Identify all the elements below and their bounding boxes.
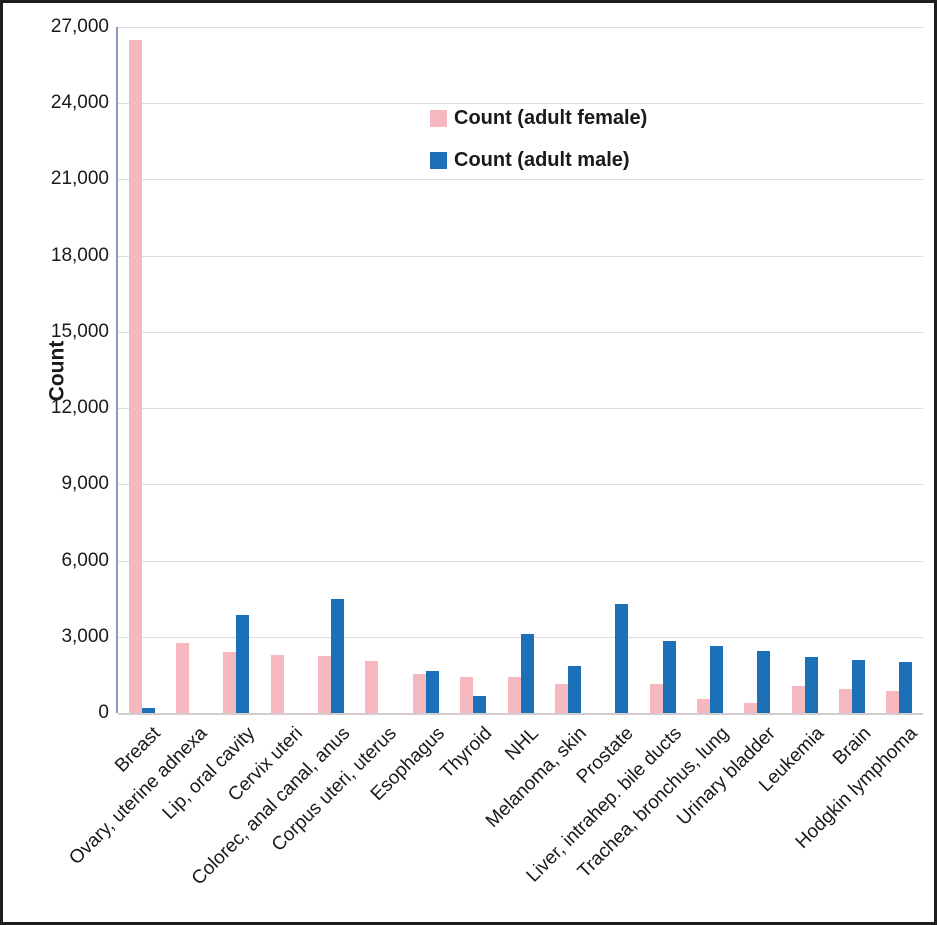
y-tick-label: 0 [98, 702, 109, 723]
bar-male [568, 666, 581, 713]
bar-chart: Count Count (adult female) Count (adult … [3, 3, 934, 922]
legend-label-male: Count (adult male) [454, 149, 630, 171]
legend: Count (adult female) Count (adult male) [430, 107, 647, 191]
y-tick-label: 21,000 [50, 168, 109, 189]
x-axis-label: Thyroid [436, 723, 496, 783]
x-axis-line [118, 713, 923, 715]
bar-male [331, 599, 344, 713]
legend-swatch-male [430, 152, 447, 169]
gridline [118, 484, 923, 485]
bar-female [129, 40, 142, 713]
y-tick-label: 6,000 [61, 550, 109, 571]
bar-female [413, 674, 426, 713]
bar-male [710, 646, 723, 713]
gridline [118, 256, 923, 257]
bar-female [318, 656, 331, 713]
legend-item-male: Count (adult male) [430, 149, 647, 172]
gridline [118, 103, 923, 104]
y-tick-label: 9,000 [61, 473, 109, 494]
bar-male [615, 604, 628, 713]
legend-label-female: Count (adult female) [454, 107, 648, 129]
bar-male [899, 662, 912, 713]
legend-swatch-female [430, 110, 447, 127]
gridline [118, 179, 923, 180]
bar-male [805, 657, 818, 713]
bar-female [555, 684, 568, 713]
y-axis-line [116, 27, 118, 713]
gridline [118, 332, 923, 333]
gridline [118, 27, 923, 28]
bar-female [460, 677, 473, 713]
bar-male [852, 660, 865, 713]
bar-female [271, 655, 284, 713]
bar-female [650, 684, 663, 713]
bar-female [744, 703, 757, 713]
bar-female [365, 661, 378, 713]
y-tick-label: 18,000 [50, 245, 109, 266]
bar-female [223, 652, 236, 713]
y-axis-title: Count [45, 340, 69, 402]
bar-male [473, 696, 486, 713]
bar-female [697, 699, 710, 713]
bar-female [792, 686, 805, 713]
gridline [118, 561, 923, 562]
y-tick-label: 24,000 [50, 92, 109, 113]
bar-female [839, 689, 852, 713]
bar-female [886, 691, 899, 713]
x-axis-label: NHL [501, 723, 543, 765]
y-tick-label: 27,000 [50, 16, 109, 37]
bar-male [757, 651, 770, 713]
bar-male [236, 615, 249, 713]
bar-male [142, 708, 155, 713]
bar-female [176, 643, 189, 713]
bar-male [426, 671, 439, 713]
bar-male [521, 634, 534, 713]
bar-male [663, 641, 676, 713]
legend-item-female: Count (adult female) [430, 107, 647, 130]
y-tick-label: 3,000 [61, 626, 109, 647]
gridline [118, 637, 923, 638]
y-tick-label: 12,000 [50, 397, 109, 418]
gridline [118, 408, 923, 409]
bar-female [508, 677, 521, 713]
y-tick-label: 15,000 [50, 321, 109, 342]
